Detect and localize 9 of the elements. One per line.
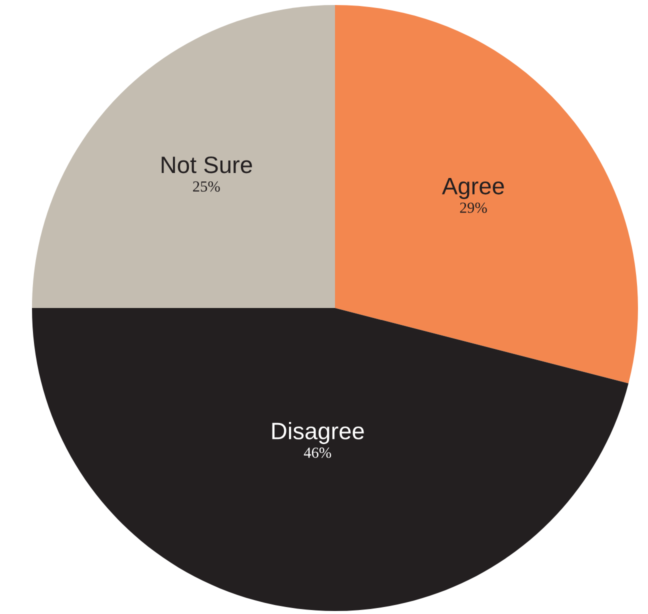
pie-slice — [335, 5, 638, 384]
pie-slice — [32, 5, 335, 308]
slice-label: Disagree — [272, 422, 364, 444]
slice-label: Not Sure — [162, 156, 252, 174]
data-label: 46% — [304, 448, 332, 458]
data-label: 25% — [193, 181, 220, 192]
data-label: 29% — [460, 202, 487, 213]
slice-label: Agree — [442, 178, 504, 200]
pie-slice — [32, 308, 628, 611]
